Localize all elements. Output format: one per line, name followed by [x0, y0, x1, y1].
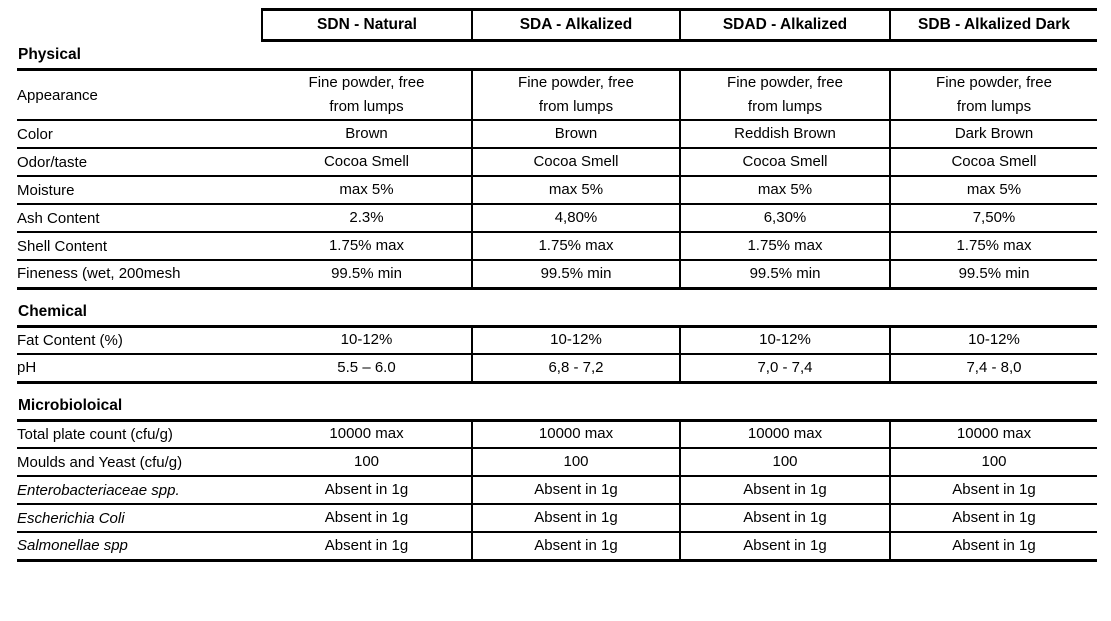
cell-value: Fine powder, free from lumps [679, 69, 890, 121]
table-row: Total plate count (cfu/g) 10000 max 10000 … [17, 420, 1097, 449]
cell-value: Cocoa Smell [262, 148, 472, 177]
cell-value: 10-12% [679, 326, 890, 355]
cell-value: 7,0 - 7,4 [679, 354, 890, 384]
cell-value: 99.5% min [262, 260, 472, 290]
cell-value: 1.75% max [262, 232, 472, 261]
column-header: SDAD - Alkalized [679, 8, 890, 42]
cell-value: 5.5 – 6.0 [262, 354, 472, 384]
table-row: Enterobacteriaceae spp. Absent in 1g Absen… [17, 476, 1097, 505]
table-row: Moulds and Yeast (cfu/g) 100 100 100 100 [17, 448, 1097, 477]
cell-value: Absent in 1g [471, 532, 680, 562]
table-row: Fat Content (%) 10-12% 10-12% 10-12% 10-12% [17, 326, 1097, 355]
table-row: Odor/taste Cocoa Smell Cocoa Smell Cocoa Sm… [17, 148, 1097, 177]
cell-value: 10-12% [262, 326, 472, 355]
row-label: Fineness (wet, 200mesh [17, 260, 262, 290]
cell-value: 10000 max [679, 420, 890, 449]
cell-value: 100 [471, 448, 680, 477]
cell-value: Absent in 1g [679, 532, 890, 562]
cell-value: Brown [262, 120, 472, 149]
cell-value: 1.75% max [889, 232, 1097, 261]
cell-value: 100 [679, 448, 890, 477]
cell-value: Absent in 1g [679, 476, 890, 505]
cell-value: 99.5% min [679, 260, 890, 290]
row-label: Appearance [17, 69, 262, 121]
cell-value: Absent in 1g [262, 532, 472, 562]
cell-value: Cocoa Smell [679, 148, 890, 177]
column-header: SDB - Alkalized Dark [889, 8, 1097, 42]
section-title: Chemical [17, 288, 1097, 328]
table-row: Shell Content 1.75% max 1.75% max 1.75% max… [17, 232, 1097, 261]
spec-table: SDN - Natural SDA - Alkalized SDAD - Alkal… [17, 8, 1097, 562]
row-label: Salmonellae spp [17, 532, 262, 562]
cell-value: 7,50% [889, 204, 1097, 233]
row-label: pH [17, 354, 262, 384]
table-row: Ash Content 2.3% 4,80% 6,30% 7,50% [17, 204, 1097, 233]
cell-value: Fine powder, free from lumps [889, 69, 1097, 121]
cell-value: max 5% [679, 176, 890, 205]
row-label: Total plate count (cfu/g) [17, 420, 262, 449]
row-label: Escherichia Coli [17, 504, 262, 533]
row-label: Ash Content [17, 204, 262, 233]
section-title-row: Microbioloical [17, 382, 1097, 422]
table-row: Color Brown Brown Reddish Brown Dark Brown [17, 120, 1097, 149]
corner-cell [17, 10, 262, 41]
cell-value: 4,80% [471, 204, 680, 233]
table-row: Appearance Fine powder, free from lumps Fi… [17, 69, 1097, 121]
cell-value: Absent in 1g [262, 476, 472, 505]
cell-value: 1.75% max [679, 232, 890, 261]
cell-value: 2.3% [262, 204, 472, 233]
cell-value: Fine powder, free from lumps [471, 69, 680, 121]
row-label: Moisture [17, 176, 262, 205]
cell-value: 99.5% min [471, 260, 680, 290]
row-label: Moulds and Yeast (cfu/g) [17, 448, 262, 477]
cell-value: 10000 max [471, 420, 680, 449]
row-label: Enterobacteriaceae spp. [17, 476, 262, 505]
cell-value: 100 [889, 448, 1097, 477]
table-row: Escherichia Coli Absent in 1g Absent in 1g… [17, 504, 1097, 533]
section-title-row: Chemical [17, 288, 1097, 328]
cell-value: Absent in 1g [262, 504, 472, 533]
cell-value: Absent in 1g [889, 532, 1097, 562]
cell-value: Absent in 1g [679, 504, 890, 533]
table-row: pH 5.5 – 6.0 6,8 - 7,2 7,0 - 7,4 7,4 - 8,0 [17, 354, 1097, 384]
cell-value: Absent in 1g [889, 476, 1097, 505]
cell-value: max 5% [889, 176, 1097, 205]
cell-value: Fine powder, free from lumps [262, 69, 472, 121]
table-row: Moisture max 5% max 5% max 5% max 5% [17, 176, 1097, 205]
cell-value: 99.5% min [889, 260, 1097, 290]
cell-value: Absent in 1g [889, 504, 1097, 533]
row-label: Odor/taste [17, 148, 262, 177]
cell-value: 10000 max [262, 420, 472, 449]
cell-value: Cocoa Smell [471, 148, 680, 177]
table-row: Fineness (wet, 200mesh 99.5% min 99.5% min… [17, 260, 1097, 290]
table-row: Salmonellae spp Absent in 1g Absent in 1g A… [17, 532, 1097, 562]
column-header: SDA - Alkalized [471, 8, 680, 42]
cell-value: 10-12% [471, 326, 680, 355]
cell-value: Dark Brown [889, 120, 1097, 149]
cell-value: 7,4 - 8,0 [889, 354, 1097, 384]
cell-value: Cocoa Smell [889, 148, 1097, 177]
cell-value: max 5% [262, 176, 472, 205]
cell-value: max 5% [471, 176, 680, 205]
cell-value: Brown [471, 120, 680, 149]
cell-value: 1.75% max [471, 232, 680, 261]
row-label: Shell Content [17, 232, 262, 261]
cell-value: Absent in 1g [471, 504, 680, 533]
cell-value: 100 [262, 448, 472, 477]
section-title: Physical [17, 40, 1097, 71]
cell-value: 10000 max [889, 420, 1097, 449]
column-header: SDN - Natural [261, 8, 472, 42]
cell-value: 10-12% [889, 326, 1097, 355]
section-title-row: Physical [17, 40, 1097, 71]
row-label: Color [17, 120, 262, 149]
column-header-row: SDN - Natural SDA - Alkalized SDAD - Alkal… [17, 8, 1097, 42]
cell-value: Reddish Brown [679, 120, 890, 149]
cell-value: 6,8 - 7,2 [471, 354, 680, 384]
section-title: Microbioloical [17, 382, 1097, 422]
cell-value: Absent in 1g [471, 476, 680, 505]
cell-value: 6,30% [679, 204, 890, 233]
row-label: Fat Content (%) [17, 326, 262, 355]
